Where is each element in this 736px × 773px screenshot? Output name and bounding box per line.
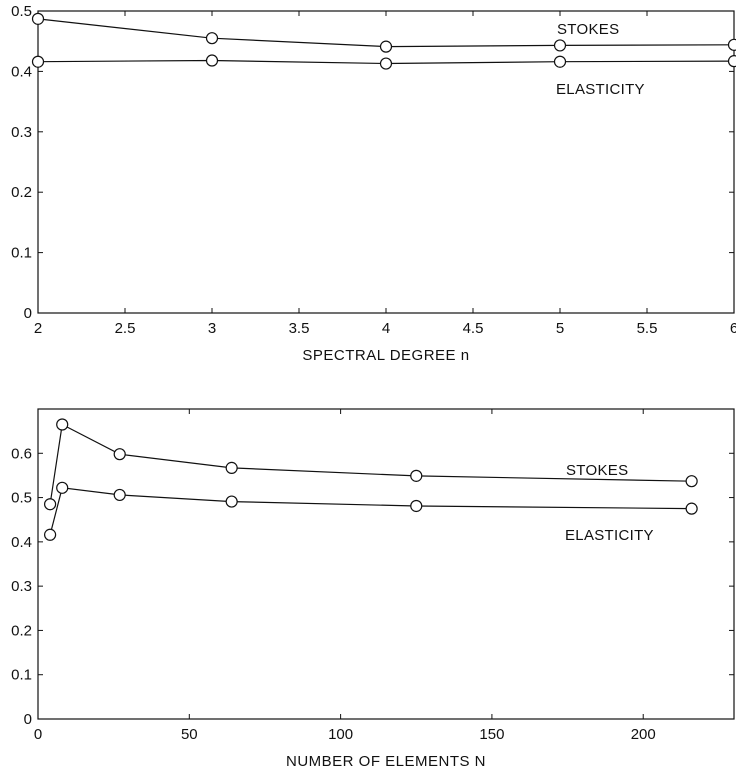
data-point-elasticity — [225, 495, 238, 508]
data-point-stokes — [379, 40, 393, 53]
x-tick-label: 4 — [382, 320, 390, 337]
x-tick-label: 5.5 — [637, 320, 658, 337]
x-tick-label: 4.5 — [463, 320, 484, 337]
data-point-elasticity — [727, 55, 736, 68]
y-tick-label: 0.3 — [11, 124, 32, 141]
plot-frame — [37, 10, 735, 314]
x-tick-label: 100 — [328, 726, 353, 743]
x-tick-label: 3 — [208, 320, 216, 337]
data-point-elasticity — [379, 57, 393, 70]
x-tick-label: 6 — [730, 320, 736, 337]
data-point-stokes — [225, 461, 238, 474]
x-tick-label: 2 — [34, 320, 42, 337]
y-tick-label: 0.2 — [11, 184, 32, 201]
data-point-elasticity — [553, 55, 567, 68]
data-point-elasticity — [44, 528, 57, 541]
series-label-elasticity: ELASTICITY — [565, 527, 654, 544]
y-tick-label: 0.5 — [11, 3, 32, 20]
data-point-elasticity — [113, 488, 126, 502]
data-point-stokes — [685, 475, 698, 488]
bottom-chart: 0 50 100 150 200 0 0.1 0.2 0.3 0.4 0.5 0.6 NUMBER OF… — [11, 408, 735, 770]
y-tick-label: 0.2 — [11, 622, 32, 639]
x-tick-label: 150 — [479, 726, 504, 743]
x-axis-label: NUMBER OF ELEMENTS N — [286, 753, 486, 770]
y-tick-label: 0.1 — [11, 667, 32, 684]
data-point-stokes — [56, 418, 69, 431]
data-point-stokes — [205, 32, 219, 45]
data-point-stokes — [727, 38, 736, 51]
y-tick-label: 0.4 — [11, 534, 32, 551]
y-tick-label: 0 — [24, 305, 32, 322]
data-point-stokes — [410, 469, 423, 482]
data-point-elasticity — [56, 481, 69, 494]
data-point-elasticity — [205, 54, 219, 67]
x-axis-label: SPECTRAL DEGREE n — [302, 347, 469, 364]
y-tick-label: 0.1 — [11, 245, 32, 262]
data-point-elasticity — [31, 55, 45, 68]
y-tick-label: 0.6 — [11, 445, 32, 462]
data-point-stokes — [113, 448, 126, 461]
data-point-elasticity — [685, 502, 698, 515]
y-tick-label: 0.5 — [11, 490, 32, 507]
data-point-stokes — [31, 12, 45, 25]
series-label-stokes: STOKES — [557, 21, 619, 38]
x-tick-label: 200 — [631, 726, 656, 743]
data-point-stokes — [553, 39, 567, 52]
x-tick-label: 3.5 — [289, 320, 310, 337]
y-tick-label: 0 — [24, 711, 32, 728]
data-point-stokes — [44, 498, 57, 511]
y-tick-label: 0.3 — [11, 578, 32, 595]
y-tick-label: 0.4 — [11, 63, 32, 80]
series-line-stokes — [49, 423, 692, 505]
x-tick-label: 2.5 — [115, 320, 136, 337]
x-tick-label: 0 — [34, 726, 42, 743]
x-tick-label: 50 — [181, 726, 198, 743]
plot-frame — [37, 408, 735, 720]
data-point-elasticity — [410, 499, 423, 513]
series-label-elasticity: ELASTICITY — [556, 81, 645, 98]
series-line-elasticity — [49, 487, 692, 535]
series-label-stokes: STOKES — [566, 462, 628, 479]
top-chart: 2 2.5 3 3.5 4 4.5 5 5.5 6 0 0.1 0.2 0.3 0.4 0.5 SPECTRA… — [11, 3, 736, 364]
x-tick-label: 5 — [556, 320, 564, 337]
